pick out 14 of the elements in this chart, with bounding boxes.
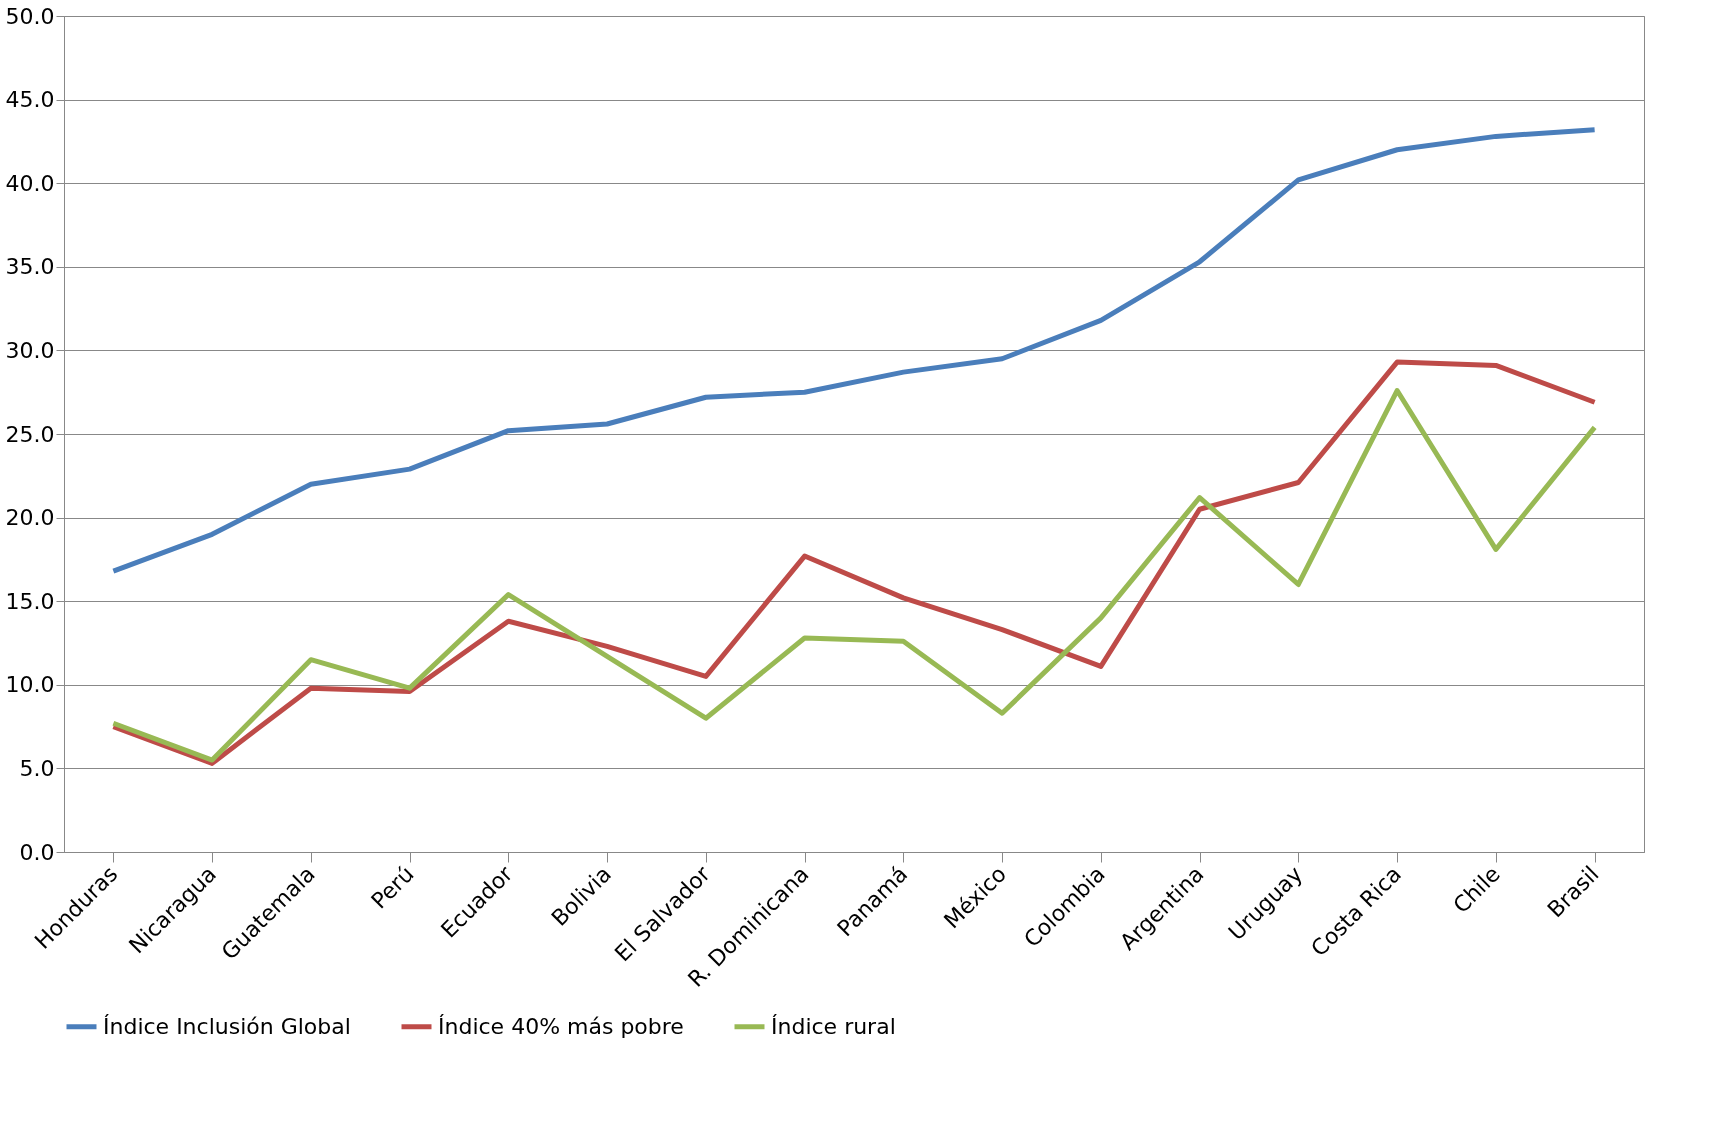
y-tick-label: 45.0 — [5, 87, 55, 113]
y-tick-label: 30.0 — [5, 337, 55, 363]
legend-label: Índice 40% más pobre — [438, 1013, 684, 1039]
y-tick-label: 35.0 — [5, 254, 55, 280]
y-tick-label: 15.0 — [5, 588, 55, 614]
y-tick-label: 50.0 — [5, 3, 55, 29]
y-tick-label: 5.0 — [19, 755, 55, 781]
legend-label: Índice Inclusión Global — [103, 1013, 351, 1039]
y-tick-label: 0.0 — [19, 839, 55, 865]
legend-label: Índice rural — [771, 1013, 896, 1039]
y-tick-label: 10.0 — [5, 672, 55, 698]
y-tick-label: 20.0 — [5, 505, 55, 531]
y-tick-label: 40.0 — [5, 170, 55, 196]
y-tick-label: 25.0 — [5, 421, 55, 447]
